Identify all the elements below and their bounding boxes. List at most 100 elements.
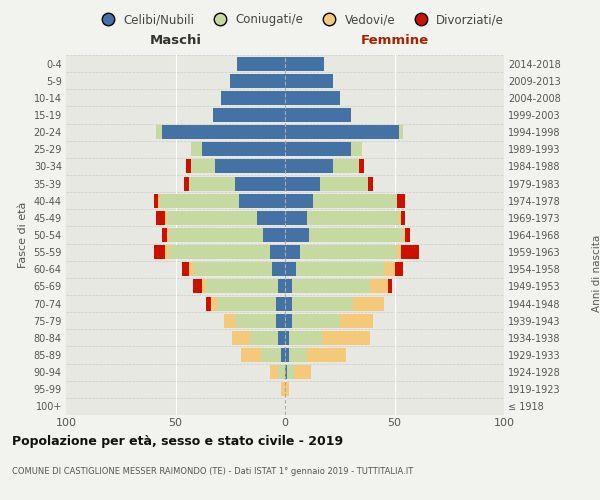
Bar [187, 160, 191, 173]
Bar [285, 142, 351, 156]
Bar [269, 245, 285, 259]
Text: Maschi: Maschi [149, 34, 202, 48]
Bar [353, 296, 383, 310]
Bar [309, 228, 403, 242]
Bar [292, 314, 340, 328]
Bar [191, 160, 215, 173]
Bar [320, 176, 368, 190]
Bar [285, 125, 399, 139]
Bar [285, 314, 292, 328]
Bar [221, 91, 285, 105]
Bar [269, 365, 278, 379]
Bar [406, 228, 410, 242]
Bar [163, 125, 285, 139]
Bar [359, 160, 364, 173]
Bar [285, 160, 333, 173]
Bar [164, 211, 167, 225]
Bar [370, 280, 388, 293]
Bar [285, 296, 292, 310]
Bar [193, 280, 202, 293]
Bar [230, 74, 285, 88]
Bar [169, 228, 263, 242]
Bar [184, 176, 188, 190]
Bar [401, 245, 419, 259]
Bar [215, 160, 285, 173]
Bar [232, 331, 250, 345]
Bar [211, 296, 217, 310]
Bar [307, 211, 399, 225]
Bar [285, 91, 340, 105]
Bar [202, 280, 206, 293]
Bar [276, 296, 285, 310]
Bar [285, 194, 313, 207]
Bar [289, 331, 322, 345]
Bar [202, 142, 285, 156]
Bar [167, 211, 257, 225]
Bar [285, 211, 307, 225]
Bar [224, 314, 235, 328]
Bar [156, 211, 164, 225]
Bar [206, 280, 278, 293]
Legend: Celibi/Nubili, Coniugati/e, Vedovi/e, Divorziati/e: Celibi/Nubili, Coniugati/e, Vedovi/e, Di… [91, 8, 509, 31]
Bar [285, 245, 301, 259]
Bar [250, 331, 278, 345]
Bar [160, 194, 239, 207]
Bar [285, 228, 309, 242]
Bar [285, 348, 289, 362]
Bar [281, 382, 285, 396]
Bar [164, 245, 169, 259]
Bar [235, 176, 285, 190]
Bar [241, 348, 261, 362]
Bar [154, 245, 164, 259]
Bar [261, 348, 281, 362]
Bar [278, 331, 285, 345]
Bar [285, 108, 351, 122]
Bar [403, 228, 406, 242]
Bar [235, 314, 276, 328]
Bar [182, 262, 188, 276]
Text: Anni di nascita: Anni di nascita [592, 235, 600, 312]
Bar [285, 365, 287, 379]
Bar [285, 262, 296, 276]
Y-axis label: Fasce di età: Fasce di età [18, 202, 28, 268]
Text: Popolazione per età, sesso e stato civile - 2019: Popolazione per età, sesso e stato civil… [12, 435, 343, 448]
Bar [285, 74, 333, 88]
Bar [285, 56, 325, 70]
Bar [278, 280, 285, 293]
Bar [397, 245, 401, 259]
Bar [191, 142, 202, 156]
Bar [272, 262, 285, 276]
Bar [276, 314, 285, 328]
Bar [263, 228, 285, 242]
Bar [285, 280, 292, 293]
Bar [401, 211, 406, 225]
Bar [285, 176, 320, 190]
Bar [188, 262, 193, 276]
Bar [169, 245, 269, 259]
Bar [294, 365, 311, 379]
Bar [399, 125, 403, 139]
Bar [285, 331, 289, 345]
Bar [239, 194, 285, 207]
Bar [399, 211, 401, 225]
Bar [368, 176, 373, 190]
Bar [154, 194, 158, 207]
Bar [237, 56, 285, 70]
Bar [167, 228, 169, 242]
Bar [206, 296, 211, 310]
Bar [281, 348, 285, 362]
Bar [278, 365, 285, 379]
Bar [388, 280, 392, 293]
Bar [322, 331, 370, 345]
Text: Femmine: Femmine [361, 34, 428, 48]
Bar [397, 194, 406, 207]
Bar [213, 108, 285, 122]
Bar [301, 245, 397, 259]
Bar [351, 142, 362, 156]
Bar [296, 262, 383, 276]
Bar [156, 125, 163, 139]
Bar [289, 348, 307, 362]
Bar [163, 228, 167, 242]
Bar [287, 365, 294, 379]
Bar [313, 194, 397, 207]
